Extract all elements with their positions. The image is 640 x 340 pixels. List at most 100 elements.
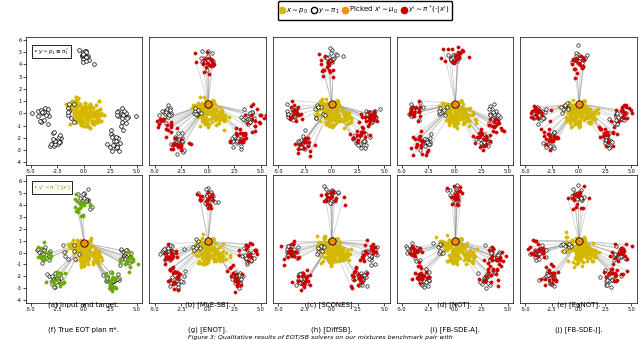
Point bbox=[415, 134, 426, 139]
Point bbox=[214, 120, 225, 126]
Point bbox=[417, 277, 428, 282]
Point bbox=[450, 257, 460, 263]
Point bbox=[339, 116, 349, 121]
Point bbox=[51, 280, 61, 285]
Point bbox=[159, 250, 170, 256]
Point bbox=[601, 278, 611, 284]
Point bbox=[83, 253, 93, 259]
Point bbox=[79, 259, 89, 264]
Point bbox=[536, 114, 547, 119]
Point bbox=[176, 144, 186, 149]
Point bbox=[312, 110, 323, 116]
Point bbox=[578, 254, 588, 259]
Point bbox=[78, 113, 88, 119]
Point bbox=[234, 274, 244, 279]
Point bbox=[222, 269, 232, 274]
Point bbox=[450, 248, 460, 253]
Point bbox=[88, 109, 98, 115]
Point bbox=[601, 271, 611, 276]
Point bbox=[60, 253, 70, 258]
Point bbox=[539, 115, 549, 120]
Point bbox=[58, 281, 68, 286]
Point bbox=[582, 249, 592, 255]
Point bbox=[344, 258, 354, 263]
Point bbox=[204, 252, 214, 257]
Point bbox=[447, 201, 457, 206]
Point bbox=[360, 134, 370, 139]
Point bbox=[93, 111, 103, 117]
Point bbox=[448, 59, 458, 65]
Point bbox=[456, 249, 466, 254]
Point bbox=[449, 258, 459, 263]
Point bbox=[195, 198, 205, 203]
Point bbox=[228, 262, 239, 268]
Point bbox=[220, 115, 230, 120]
Point bbox=[619, 249, 629, 254]
Point bbox=[92, 255, 102, 260]
Point bbox=[577, 248, 588, 254]
Point bbox=[422, 275, 432, 280]
Point bbox=[230, 125, 241, 130]
Point bbox=[88, 258, 98, 264]
Point bbox=[320, 115, 330, 120]
Point bbox=[166, 280, 176, 286]
Point bbox=[346, 115, 356, 121]
Point bbox=[570, 255, 580, 260]
Point bbox=[593, 110, 603, 116]
Point bbox=[444, 122, 454, 128]
Point bbox=[452, 242, 462, 247]
Point bbox=[326, 194, 336, 199]
Point bbox=[602, 143, 612, 148]
Point bbox=[207, 194, 217, 200]
Point bbox=[67, 242, 77, 247]
Point bbox=[450, 201, 460, 206]
Point bbox=[548, 273, 558, 279]
Point bbox=[163, 114, 173, 120]
Point bbox=[574, 60, 584, 65]
Point bbox=[109, 276, 120, 281]
Point bbox=[102, 275, 112, 281]
Point bbox=[201, 252, 211, 257]
Point bbox=[328, 251, 338, 256]
Point bbox=[215, 244, 225, 250]
Point bbox=[125, 254, 136, 260]
Point bbox=[463, 255, 473, 261]
Point bbox=[609, 273, 620, 278]
Point bbox=[413, 108, 423, 113]
Point bbox=[536, 276, 547, 282]
Point bbox=[406, 109, 416, 114]
Point bbox=[91, 250, 101, 255]
Point bbox=[572, 110, 582, 115]
Point bbox=[580, 104, 591, 109]
Point bbox=[456, 113, 466, 118]
Point bbox=[200, 198, 211, 203]
Point bbox=[431, 234, 442, 240]
Point bbox=[290, 115, 300, 121]
Point bbox=[444, 238, 454, 243]
Point bbox=[82, 123, 92, 129]
Point bbox=[243, 253, 253, 258]
Point bbox=[45, 248, 55, 254]
Point bbox=[459, 245, 469, 251]
Point bbox=[324, 237, 334, 243]
Point bbox=[333, 251, 344, 256]
Point bbox=[586, 116, 596, 121]
Point bbox=[604, 278, 614, 284]
Point bbox=[461, 254, 472, 259]
Point bbox=[216, 117, 227, 122]
Point bbox=[38, 257, 49, 262]
Point bbox=[332, 99, 342, 104]
Point bbox=[95, 110, 106, 115]
Point bbox=[620, 256, 630, 262]
Point bbox=[451, 104, 461, 109]
Point bbox=[164, 283, 175, 288]
Point bbox=[353, 134, 363, 139]
Point bbox=[445, 104, 456, 110]
Point bbox=[284, 244, 294, 249]
Point bbox=[572, 246, 582, 252]
Point bbox=[173, 279, 184, 285]
Point bbox=[70, 107, 81, 112]
Point bbox=[586, 246, 596, 252]
Point bbox=[447, 253, 458, 258]
Point bbox=[351, 133, 362, 138]
